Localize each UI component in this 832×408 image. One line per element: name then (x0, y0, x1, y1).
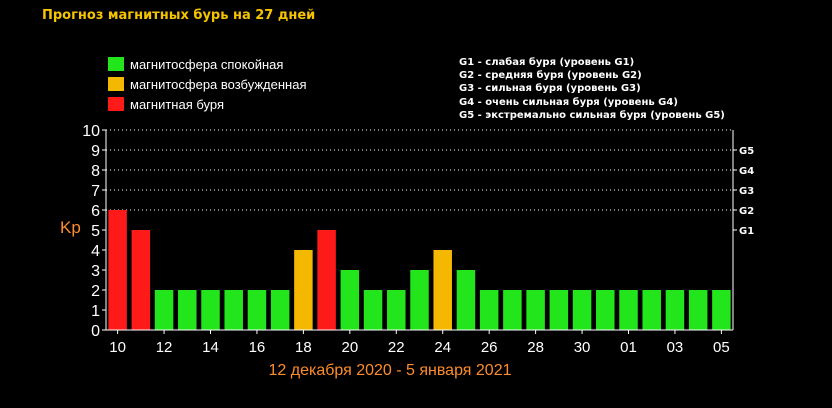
g-tick-label: G5 (739, 146, 754, 157)
legend-item-calm: магнитосфера спокойная (108, 54, 307, 74)
x-tick-label: 24 (434, 339, 451, 356)
kp-bar (317, 230, 336, 330)
x-axis-label: 12 декабря 2020 - 5 января 2021 (268, 362, 512, 379)
g-legend-line: G2 - средняя буря (уровень G2) (459, 70, 642, 82)
legend-swatch-disturbed (108, 77, 124, 91)
kp-bar (503, 290, 522, 330)
x-tick-label: 26 (481, 339, 498, 356)
y-tick-label: 1 (91, 303, 100, 320)
x-tick-label: 18 (295, 339, 312, 356)
x-tick-label: 05 (713, 339, 730, 356)
g-scale-legend: G1 - слабая буря (уровень G1) G2 - средн… (459, 56, 725, 122)
kp-bar (596, 290, 615, 330)
kp-bar (201, 290, 220, 330)
kp-bar (456, 270, 476, 330)
x-tick-label: 16 (249, 339, 266, 356)
legend-swatch-storm (108, 97, 124, 111)
kp-bar (270, 290, 290, 330)
y-tick-label: 0 (91, 323, 100, 340)
kp-bar (433, 250, 452, 330)
y-tick-label: 3 (91, 263, 100, 280)
kp-bar (665, 290, 685, 330)
g-legend-line: G4 - очень сильная буря (уровень G4) (459, 96, 678, 108)
kp-bar (479, 290, 499, 330)
legend-swatch-calm (108, 57, 124, 71)
kp-bar (688, 290, 708, 330)
kp-bar (572, 290, 592, 330)
x-tick-label: 14 (202, 339, 219, 356)
kp-bar (340, 270, 360, 330)
x-tick-label: 10 (109, 339, 126, 356)
legend-label-storm: магнитная буря (130, 96, 225, 112)
y-tick-label: 5 (91, 223, 100, 240)
y-tick-label: 6 (91, 203, 100, 220)
kp-bar (131, 230, 151, 330)
y-axis-label: Kp (60, 218, 81, 237)
legend-item-disturbed: магнитосфера возбужденная (108, 74, 307, 94)
x-tick-label: 01 (620, 339, 637, 356)
legend-item-storm: магнитная буря (108, 94, 307, 114)
chart-title: Прогноз магнитных бурь на 27 дней (42, 8, 316, 23)
x-tick-label: 30 (574, 339, 591, 356)
kp-bar (549, 290, 569, 330)
kp-bar (247, 290, 267, 330)
kp-bar (294, 250, 313, 330)
g-legend-line: G5 - экстремально сильная буря (уровень … (459, 109, 725, 121)
legend-label-calm: магнитосфера спокойная (130, 56, 284, 72)
kp-bar (108, 210, 127, 330)
g-tick-label: G4 (739, 166, 754, 177)
y-tick-label: 4 (91, 243, 100, 260)
kp-bar (526, 290, 545, 330)
kp-bar (410, 270, 429, 330)
kp-bar (224, 290, 243, 330)
y-tick-label: 2 (91, 283, 100, 300)
y-tick-label: 7 (91, 183, 100, 200)
x-tick-label: 20 (341, 339, 358, 356)
kp-bar (619, 290, 638, 330)
g-tick-label: G2 (739, 206, 754, 217)
g-tick-label: G3 (739, 186, 754, 197)
x-tick-label: 12 (156, 339, 173, 356)
y-tick-label: 10 (82, 123, 100, 140)
kp-bar (363, 290, 383, 330)
g-tick-label: G1 (739, 226, 754, 237)
kp-bar (178, 290, 197, 330)
x-tick-label: 28 (527, 339, 544, 356)
kp-bar (154, 290, 174, 330)
legend-label-disturbed: магнитосфера возбужденная (130, 76, 307, 92)
kp-bar (387, 290, 406, 330)
x-tick-label: 03 (667, 339, 684, 356)
g-legend-line: G1 - слабая буря (уровень G1) (459, 57, 635, 68)
x-tick-label: 22 (388, 339, 405, 356)
kp-bar (642, 290, 661, 330)
y-tick-label: 9 (91, 143, 100, 160)
g-legend-line: G3 - сильная буря (уровень G3) (459, 83, 641, 95)
y-tick-label: 8 (91, 163, 100, 180)
kp-legend: магнитосфера спокойная магнитосфера возб… (108, 54, 307, 114)
kp-bar (712, 290, 731, 330)
